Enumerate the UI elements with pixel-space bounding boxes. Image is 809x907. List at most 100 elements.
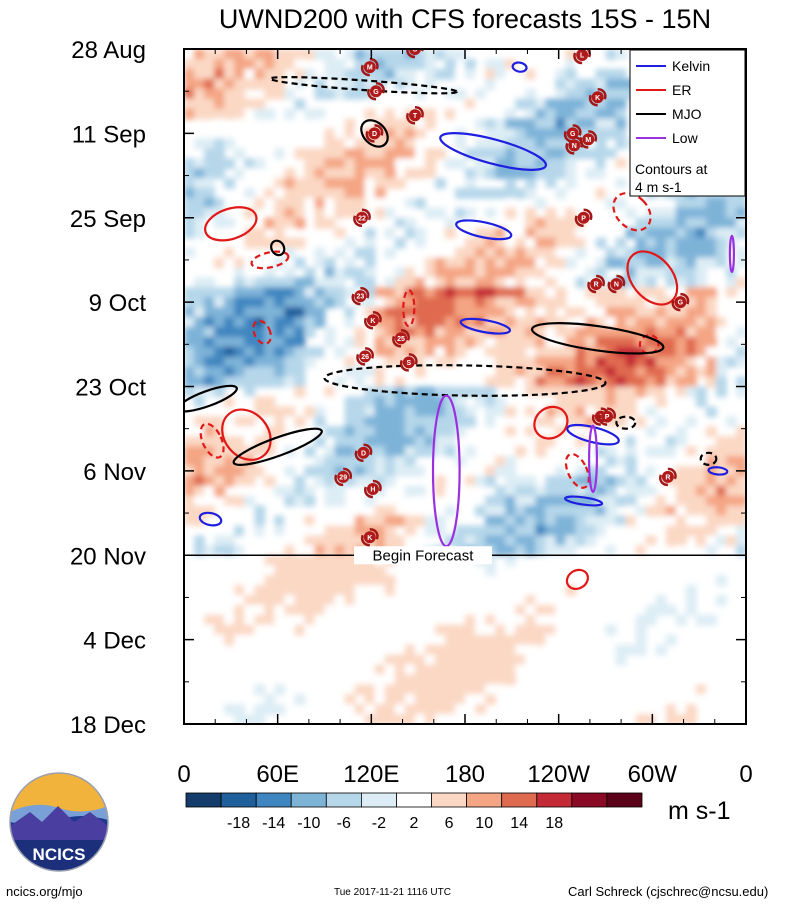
field-cell: [605, 406, 617, 418]
field-cell: [264, 565, 276, 577]
field-cell: [274, 684, 286, 696]
field-cell: [374, 376, 386, 388]
field-cell: [374, 386, 386, 398]
field-cell: [254, 595, 266, 606]
field-cell: [695, 396, 707, 408]
field-cell: [284, 495, 296, 507]
footer-site-link[interactable]: ncics.org/mjo: [6, 884, 83, 899]
field-cell: [725, 317, 737, 328]
field-cell: [324, 396, 336, 408]
field-cell: [575, 386, 587, 398]
field-cell: [404, 456, 416, 467]
field-cell: [525, 456, 537, 467]
field-cell: [615, 704, 627, 715]
field-cell: [465, 535, 476, 547]
storm-marker: R: [587, 274, 605, 294]
field-cell: [434, 317, 446, 328]
field-cell: [615, 138, 627, 150]
field-cell: [555, 68, 567, 80]
field-cell: [284, 604, 296, 616]
field-cell: [324, 575, 336, 586]
field-cell: [244, 446, 256, 457]
field-cell: [605, 78, 617, 90]
field-cell: [244, 237, 256, 249]
field-cell: [394, 128, 406, 140]
field-cell: [525, 257, 537, 269]
storm-marker: D: [365, 124, 384, 143]
field-cell: [354, 396, 366, 408]
field-cell: [384, 674, 396, 686]
field-cell: [374, 158, 386, 170]
field-cell: [354, 704, 366, 715]
field-cell: [535, 158, 547, 170]
field-cell: [444, 465, 456, 477]
field-cell: [465, 416, 476, 428]
field-cell: [505, 267, 517, 279]
field-cell: [465, 684, 476, 696]
field-cell: [545, 366, 557, 378]
field-cell: [404, 436, 416, 447]
field-cell: [605, 624, 617, 636]
field-cell: [274, 535, 286, 547]
field-cell: [184, 217, 195, 229]
storm-label: 26: [361, 354, 369, 361]
field-cell: [274, 565, 286, 577]
field-cell: [505, 277, 517, 289]
field-cell: [394, 684, 406, 696]
field-cell: [184, 227, 195, 239]
field-cell: [495, 614, 507, 626]
field-cell: [254, 714, 266, 724]
field-cell: [535, 624, 547, 636]
field-cell: [394, 78, 406, 90]
field-cell: [665, 346, 677, 358]
field-cell: [635, 475, 647, 487]
field-cell: [194, 197, 205, 209]
field-cell: [434, 436, 446, 447]
field-cell: [545, 485, 557, 497]
field-cell: [314, 475, 326, 487]
field-cell: [635, 247, 647, 259]
field-cell: [635, 346, 647, 358]
storm-marker: S: [399, 353, 418, 372]
field-cell: [605, 257, 617, 269]
field-cell: [655, 366, 667, 378]
field-cell: [545, 148, 557, 160]
storm-label: H: [370, 487, 375, 494]
field-cell: [294, 237, 306, 249]
field-cell: [555, 148, 567, 160]
storm-marker: G: [671, 292, 690, 312]
field-cell: [535, 614, 547, 626]
field-cell: [364, 98, 376, 110]
field-cell: [334, 188, 346, 199]
field-cell: [555, 505, 567, 517]
field-cell: [525, 168, 537, 179]
colorbar: -18 -14 -10 -6 -2 2 6 10 14 18: [185, 792, 643, 832]
field-cell: [465, 207, 476, 219]
field-cell: [655, 704, 667, 715]
field-cell: [434, 49, 446, 60]
field-cell: [725, 465, 737, 477]
field-cell: [625, 207, 637, 219]
field-cell: [615, 237, 627, 249]
field-cell: [224, 704, 236, 715]
storm-label: M: [585, 137, 591, 144]
field-cell: [294, 565, 306, 577]
field-cell: [404, 78, 416, 90]
field-cell: [374, 595, 386, 606]
field-cell: [725, 505, 737, 517]
y-tick-label: 11 Sep: [72, 121, 146, 148]
field-cell: [565, 158, 577, 170]
field-cell: [394, 436, 406, 447]
field-cell: [705, 227, 717, 239]
field-cell: [204, 595, 216, 606]
field-cell: [545, 436, 557, 447]
field-cell: [705, 207, 717, 219]
field-cell: [715, 227, 727, 239]
field-cell: [214, 217, 226, 229]
field-cell: [715, 436, 727, 447]
field-cell: [555, 465, 567, 477]
field-cell: [515, 684, 527, 696]
field-cell: [465, 287, 476, 299]
field-cell: [404, 197, 416, 209]
contour-er: [402, 289, 416, 328]
